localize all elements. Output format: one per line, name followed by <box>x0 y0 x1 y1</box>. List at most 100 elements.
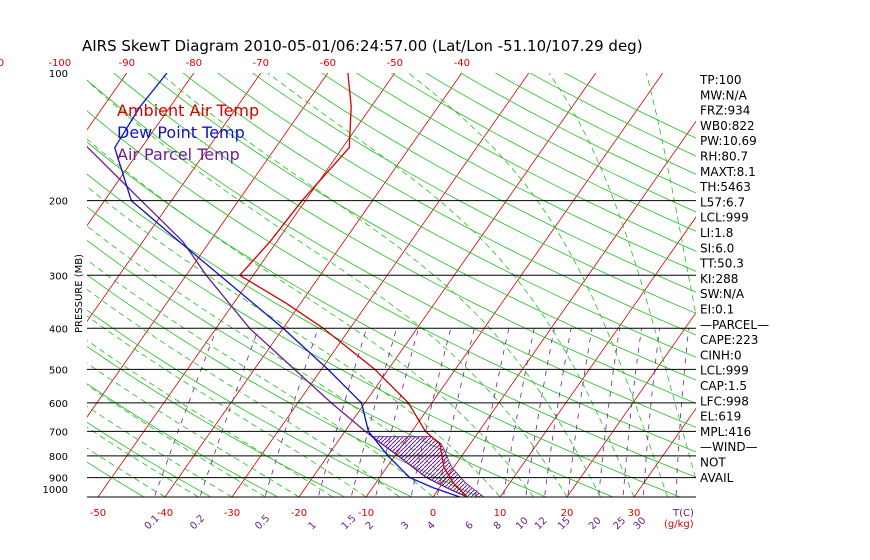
isotherm-line <box>164 73 463 497</box>
mixing-ratio-line <box>474 328 510 497</box>
top-temp-tick-label: -70 <box>253 58 269 69</box>
stability-index-entry: FRZ:934 <box>700 104 750 118</box>
isotherm-line <box>566 312 696 497</box>
top-temp-tick-label: -50 <box>387 58 403 69</box>
top-temp-tick-label: -110 <box>0 58 4 69</box>
stability-index-entry: MPL:416 <box>700 425 751 439</box>
dry-adiabat-line <box>425 73 696 213</box>
dry-adiabat-line <box>113 73 696 404</box>
dry-adiabat-line <box>87 309 413 497</box>
mixing-ratio-line <box>317 328 367 497</box>
pressure-tick-label: 800 <box>49 452 68 463</box>
isotherm-line <box>499 216 696 497</box>
pressure-tick-label: 100 <box>49 69 68 80</box>
isotherm-line <box>97 73 396 497</box>
bottom-temp-tick-label: -30 <box>224 508 240 519</box>
stability-index-entry: CINH:0 <box>700 348 742 362</box>
top-temp-tick-label: -60 <box>320 58 336 69</box>
pressure-tick-label: 400 <box>49 324 68 335</box>
dry-adiabat-line <box>147 73 696 381</box>
top-temp-tick-label: -80 <box>186 58 202 69</box>
dry-adiabat-line <box>182 73 696 358</box>
moist-adiabat-line <box>87 426 199 497</box>
isotherm-line <box>298 73 597 497</box>
pressure-tick-label: 300 <box>49 271 68 282</box>
mixing-ratio-tick-label: 1.5 <box>340 513 359 532</box>
moist-adiabat-line <box>267 73 635 497</box>
mixing-ratio-tick-label: 25 <box>611 515 628 532</box>
mixing-ratio-tick-label: 4 <box>425 520 437 532</box>
bottom-temp-tick-label: 10 <box>494 508 507 519</box>
mixing-ratio-tick-label: 6 <box>464 520 476 532</box>
bottom-temp-tick-labels: -50 -40 -30 -20 -10 0 10 20 30 <box>90 508 641 519</box>
mixing-ratio-line <box>622 328 642 497</box>
isotherm-line <box>633 407 696 497</box>
pressure-tick-label: 900 <box>49 474 68 485</box>
mixing-ratio-line <box>544 328 572 497</box>
moist-adiabat-line <box>87 315 367 497</box>
top-temp-tick-label: -40 <box>454 58 470 69</box>
bottom-temp-tick-label: -10 <box>358 508 374 519</box>
dry-adiabat-line <box>459 73 696 194</box>
moist-adiabat-line <box>87 79 568 497</box>
pressure-tick-label: 1000 <box>43 485 68 496</box>
moist-adiabat-line <box>548 73 696 481</box>
chart-legend: Ambient Air Temp Dew Point Temp Air Parc… <box>117 101 259 164</box>
bottom-temp-tick-label: -20 <box>291 508 307 519</box>
dry-adiabat-line <box>355 73 696 252</box>
pressure-tick-label: 500 <box>49 365 68 376</box>
mixing-ratio-line <box>350 328 397 497</box>
dry-adiabat-line <box>87 345 346 497</box>
mixing-ratio-line <box>503 328 535 497</box>
stability-index-entry: LCL:999 <box>700 211 749 225</box>
dry-adiabat-line <box>87 239 547 497</box>
stability-index-entry: KI:288 <box>700 272 738 286</box>
stability-index-entry: EI:0.1 <box>700 303 734 317</box>
dry-adiabat-line <box>286 73 696 293</box>
mixing-ratio-tick-label: 8 <box>492 520 504 532</box>
isotherm-line <box>87 73 262 322</box>
dry-adiabat-line <box>87 79 696 428</box>
background-lines <box>87 73 696 497</box>
isotherm-line <box>87 73 329 418</box>
mixing-ratio-tick-label: 1 <box>307 520 319 532</box>
bottom-temp-tick-label: -40 <box>157 508 173 519</box>
stability-index-entry: MAXT:8.1 <box>700 165 756 179</box>
y-axis-label: PRESSURE (MB) <box>74 254 85 333</box>
dry-adiabat-line <box>529 73 696 157</box>
mixing-ratio-tick-label: 2 <box>364 520 376 532</box>
pressure-tick-label: 200 <box>49 197 68 208</box>
moist-adiabat-line <box>159 73 601 497</box>
stability-index-entry: SI:6.0 <box>700 241 734 255</box>
mixing-ratio-line <box>567 328 593 497</box>
stability-index-entry: NOT <box>700 456 726 470</box>
mixing-ratio-line <box>675 328 690 497</box>
stability-index-entry: PW:10.69 <box>700 134 757 148</box>
moist-adiabat-line <box>87 384 266 497</box>
bottom-temp-tick-label: -50 <box>90 508 106 519</box>
mixing-ratio-tick-label: 0.2 <box>188 513 207 532</box>
top-temp-tick-label: -90 <box>119 58 135 69</box>
stability-index-entry: TH:5463 <box>699 180 751 194</box>
dry-adiabat-line <box>217 73 696 336</box>
isotherm-line <box>231 73 530 497</box>
stability-index-entry: TT:50.3 <box>699 257 744 271</box>
stability-index-entry: L57:6.7 <box>700 195 745 209</box>
mixing-ratio-tick-label: 20 <box>587 515 604 532</box>
stability-index-entry: —PARCEL— <box>700 318 769 332</box>
pressure-tick-label: 700 <box>49 427 68 438</box>
moist-adiabat-line <box>87 288 400 497</box>
mixing-ratio-tick-label: 12 <box>533 515 550 532</box>
mixing-ratio-line <box>642 328 661 497</box>
stability-index-entry: RH:80.7 <box>700 150 748 164</box>
moist-adiabat-line <box>87 339 333 497</box>
dry-adiabat-line <box>251 73 696 314</box>
mixing-ratio-tick-label: 0.5 <box>253 513 272 532</box>
moist-adiabat-line <box>87 447 166 497</box>
stability-index-entry: CAP:1.5 <box>700 379 747 393</box>
isotherm-line <box>87 73 195 227</box>
chart-title: AIRS SkewT Diagram 2010-05-01/06:24:57.0… <box>82 37 643 55</box>
moist-adiabat-line <box>87 405 233 497</box>
